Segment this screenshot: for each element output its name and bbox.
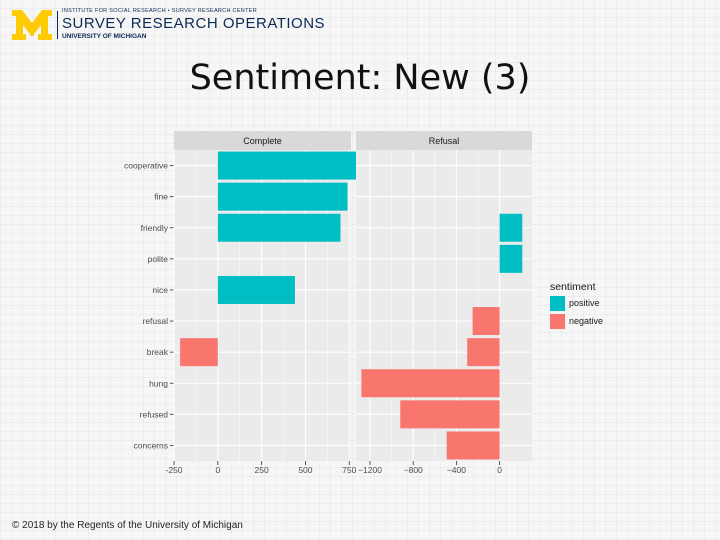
x-tick-label: -250 [165,465,182,475]
bar-complete-break [180,338,218,367]
bar-refusal-refusal [472,307,500,336]
bar-refusal-refused [400,400,500,429]
x-tick-label: 500 [298,465,312,475]
x-tick-label: −800 [404,465,423,475]
copyright-footer: © 2018 by the Regents of the University … [12,520,243,531]
block-m-logo-icon [12,10,52,40]
legend-label-positive: positive [569,298,600,308]
facet-strip-label-refusal: Refusal [429,136,460,146]
x-tick-label: 0 [497,465,502,475]
logo-university-text: UNIVERSITY OF MICHIGAN [62,33,147,40]
logo-institute-text: INSTITUTE FOR SOCIAL RESEARCH • SURVEY R… [62,8,257,14]
legend-label-negative: negative [569,316,603,326]
x-tick-label: 750 [342,465,356,475]
y-tick-label-hung: hung [149,378,168,388]
bar-complete-cooperative [217,151,357,180]
facet-strip-label-complete: Complete [243,136,282,146]
slide-title: Sentiment: New (3) [189,58,531,98]
legend-swatch-positive [550,296,565,311]
legend-swatch-negative [550,314,565,329]
y-tick-label-refusal: refusal [142,316,168,326]
bar-complete-nice [217,275,295,304]
university-logo: INSTITUTE FOR SOCIAL RESEARCH • SURVEY R… [10,8,325,42]
x-tick-label: −1200 [358,465,382,475]
bar-complete-fine [217,182,348,211]
x-tick-label: −400 [447,465,466,475]
bar-refusal-hung [361,369,500,398]
y-tick-label-refused: refused [140,409,169,419]
legend-title: sentiment [550,281,596,293]
logo-divider [57,11,58,39]
bar-refusal-polite [499,244,523,273]
x-tick-label: 250 [255,465,269,475]
bar-refusal-concerns [446,431,500,460]
bar-complete-friendly [217,213,341,242]
x-tick-label: 0 [215,465,220,475]
y-tick-label-cooperative: cooperative [124,161,168,171]
y-tick-label-polite: polite [148,254,169,264]
facet-strip-complete [174,131,351,150]
y-tick-label-concerns: concerns [134,440,169,450]
y-tick-label-break: break [147,347,169,357]
bar-refusal-friendly [499,213,523,242]
logo-department-text: SURVEY RESEARCH OPERATIONS [62,15,326,32]
y-tick-label-fine: fine [154,192,168,202]
y-tick-label-friendly: friendly [141,223,169,233]
y-tick-label-nice: nice [152,285,168,295]
facet-strip-refusal [356,131,532,150]
bar-refusal-break [467,338,500,367]
